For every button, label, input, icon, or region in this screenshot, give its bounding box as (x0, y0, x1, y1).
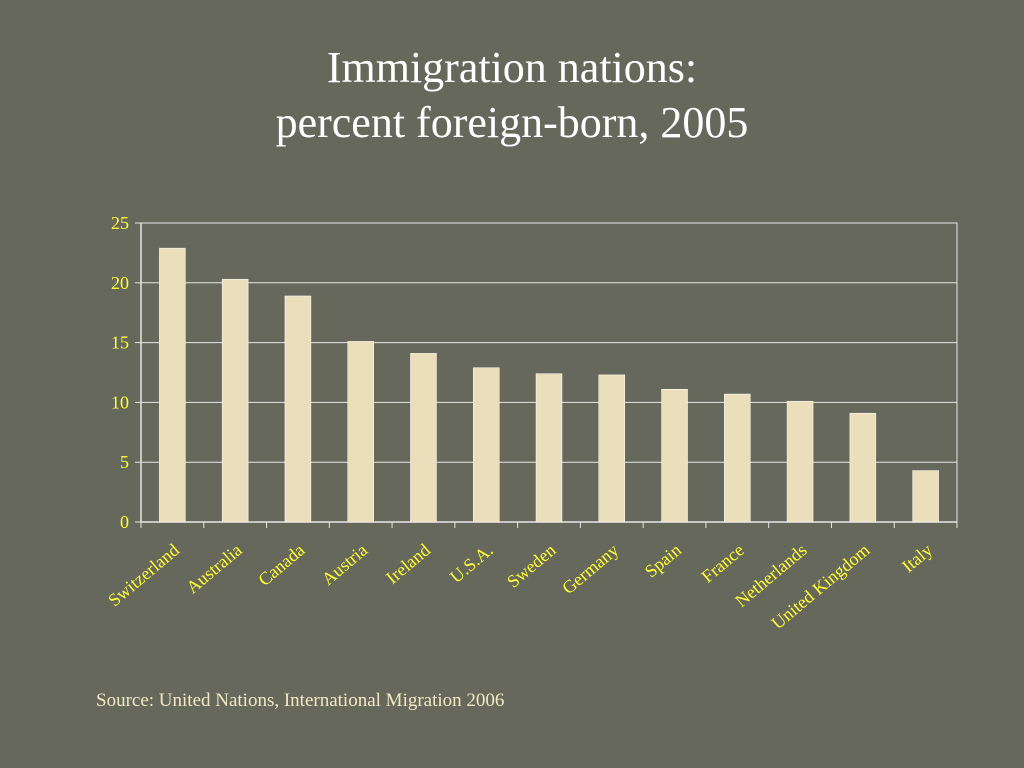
bar-australia (221, 278, 249, 523)
y-tick-label: 15 (111, 333, 129, 353)
x-tick-label: Austria (318, 540, 371, 589)
bar-u-s-a (472, 367, 500, 523)
source-note: Source: United Nations, International Mi… (96, 690, 505, 711)
bar-france (724, 393, 751, 523)
y-tick-label: 10 (111, 392, 129, 412)
y-tick-label: 5 (120, 452, 129, 472)
x-tick-label: Switzerland (104, 540, 183, 611)
bar-canada (284, 295, 312, 523)
title-line-2: percent foreign-born, 2005 (275, 98, 749, 147)
bar-spain (661, 388, 688, 523)
x-tick-label: Spain (641, 540, 685, 582)
bar-germany (598, 374, 626, 523)
x-tick-label: Ireland (382, 540, 434, 588)
y-tick-label: 0 (120, 512, 129, 532)
x-tick-label: U.S.A. (446, 540, 497, 587)
bar-italy (912, 470, 939, 523)
y-tick-label: 25 (111, 213, 129, 233)
x-tick-label: France (697, 540, 747, 587)
x-tick-label: Canada (254, 540, 308, 590)
bar-austria (347, 341, 374, 523)
bar-netherlands (786, 400, 814, 523)
x-tick-label: Germany (558, 540, 622, 598)
y-tick-label: 20 (111, 273, 129, 293)
title-line-1: Immigration nations: (326, 43, 698, 92)
slide-title: Immigration nations: percent foreign-bor… (0, 40, 1024, 150)
bar-switzerland (159, 247, 186, 523)
bar-sweden (535, 373, 563, 523)
x-tick-label: Sweden (503, 540, 560, 592)
bar-united-kingdom (849, 412, 877, 523)
x-tick-label: Australia (182, 540, 245, 598)
x-tick-label: Italy (898, 540, 936, 577)
bar-ireland (410, 353, 437, 523)
